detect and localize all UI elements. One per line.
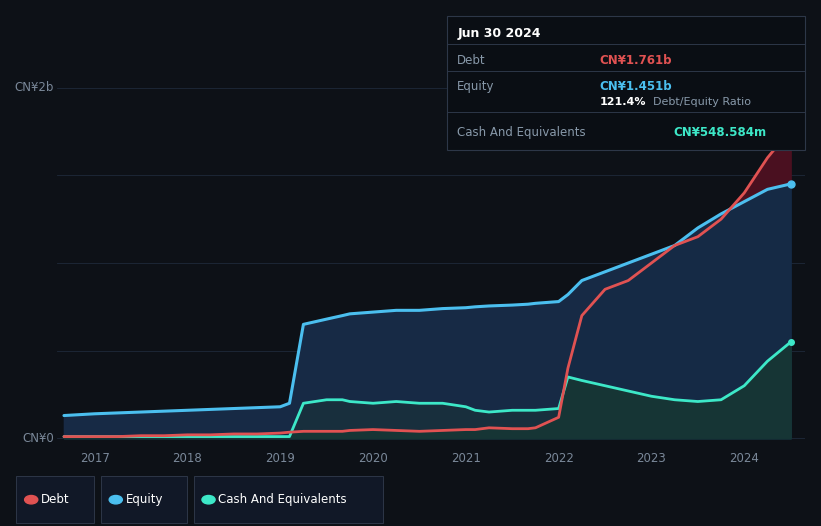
Text: CN¥1.761b: CN¥1.761b <box>599 54 672 67</box>
Text: CN¥1.451b: CN¥1.451b <box>599 80 672 94</box>
Text: Debt: Debt <box>41 493 70 506</box>
Text: CN¥2b: CN¥2b <box>14 81 53 94</box>
Text: Cash And Equivalents: Cash And Equivalents <box>218 493 347 506</box>
Text: 121.4%: 121.4% <box>599 97 646 107</box>
Text: Debt/Equity Ratio: Debt/Equity Ratio <box>653 97 750 107</box>
Text: Debt: Debt <box>457 54 486 67</box>
Text: Cash And Equivalents: Cash And Equivalents <box>457 126 586 139</box>
Text: Equity: Equity <box>457 80 495 94</box>
Text: Equity: Equity <box>126 493 163 506</box>
Text: CN¥0: CN¥0 <box>22 432 53 445</box>
Text: Jun 30 2024: Jun 30 2024 <box>457 27 541 40</box>
Text: CN¥548.584m: CN¥548.584m <box>673 126 766 139</box>
